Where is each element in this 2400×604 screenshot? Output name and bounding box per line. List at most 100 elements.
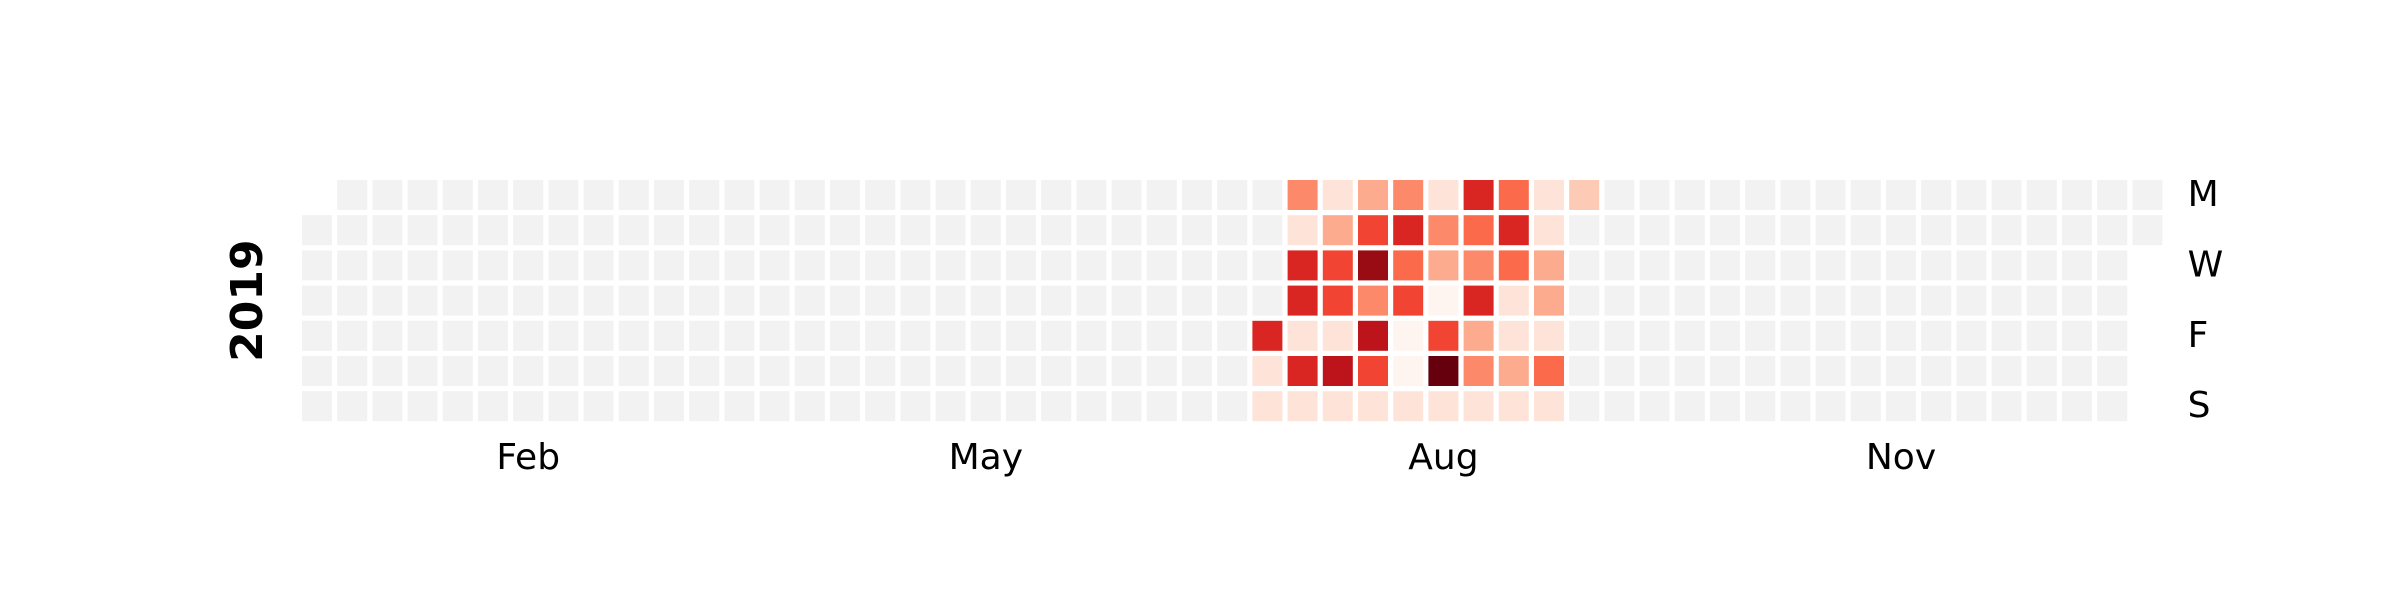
heatmap-cell bbox=[1463, 391, 1494, 422]
heatmap-cell bbox=[1815, 320, 1846, 351]
heatmap-cell bbox=[1322, 250, 1353, 281]
heatmap-cell bbox=[407, 215, 438, 246]
x-tick-label: Aug bbox=[1408, 437, 1478, 478]
heatmap-cell bbox=[1639, 250, 1670, 281]
heatmap-cell bbox=[1780, 285, 1811, 316]
heatmap-cell bbox=[1569, 356, 1600, 386]
heatmap-cell bbox=[1428, 320, 1459, 351]
heatmap-cell bbox=[970, 215, 1001, 246]
heatmap-cell bbox=[2097, 215, 2128, 246]
y-tick-label: W bbox=[2188, 244, 2224, 285]
heatmap-cell bbox=[689, 391, 720, 422]
heatmap-cell bbox=[865, 320, 896, 351]
heatmap-cell bbox=[1076, 356, 1107, 386]
heatmap-cell bbox=[1604, 215, 1635, 246]
heatmap-cell bbox=[1921, 285, 1952, 316]
heatmap-cell bbox=[1710, 180, 1740, 210]
heatmap-cell bbox=[1146, 356, 1177, 386]
heatmap-cell bbox=[1217, 391, 1248, 422]
heatmap-cell bbox=[548, 356, 579, 386]
heatmap-cell bbox=[970, 391, 1001, 422]
heatmap-cell bbox=[2062, 320, 2092, 351]
heatmap-cell bbox=[1217, 285, 1248, 316]
heatmap-cell bbox=[1780, 320, 1811, 351]
heatmap-cell bbox=[865, 356, 896, 386]
heatmap-cell bbox=[1182, 391, 1212, 422]
heatmap-cell bbox=[1921, 356, 1952, 386]
heatmap-cell bbox=[1534, 391, 1564, 422]
heatmap-cell bbox=[724, 180, 755, 210]
heatmap-cell bbox=[302, 320, 332, 351]
heatmap-cell bbox=[407, 391, 438, 422]
heatmap-cell bbox=[583, 215, 614, 246]
heatmap-cell bbox=[865, 285, 896, 316]
heatmap-cell bbox=[1006, 356, 1036, 386]
x-tick-label: Nov bbox=[1866, 437, 1936, 478]
year-label: 2019 bbox=[222, 239, 273, 361]
heatmap-cell bbox=[830, 215, 860, 246]
heatmap-cell bbox=[1076, 320, 1107, 351]
heatmap-cell bbox=[1498, 356, 1529, 386]
heatmap-cell bbox=[337, 180, 368, 210]
heatmap-cell bbox=[1393, 180, 1424, 210]
heatmap-cell bbox=[337, 285, 368, 316]
heatmap-cell bbox=[759, 320, 790, 351]
heatmap-cell bbox=[337, 391, 368, 422]
heatmap-cell bbox=[1463, 215, 1494, 246]
heatmap-cell bbox=[970, 250, 1001, 281]
heatmap-cell bbox=[1780, 180, 1811, 210]
heatmap-cell bbox=[2026, 391, 2057, 422]
heatmap-cell bbox=[1393, 285, 1424, 316]
heatmap-cell bbox=[1710, 320, 1740, 351]
heatmap-cell bbox=[1815, 391, 1846, 422]
heatmap-cell bbox=[1076, 215, 1107, 246]
heatmap-cell bbox=[1006, 215, 1036, 246]
heatmap-cell bbox=[1534, 320, 1564, 351]
heatmap-cell bbox=[1604, 285, 1635, 316]
heatmap-cell bbox=[1604, 320, 1635, 351]
heatmap-cell bbox=[1111, 391, 1142, 422]
heatmap-cell bbox=[1850, 180, 1881, 210]
heatmap-cell bbox=[372, 180, 403, 210]
heatmap-cell bbox=[794, 391, 825, 422]
heatmap-cell bbox=[724, 250, 755, 281]
heatmap-cell bbox=[2062, 285, 2092, 316]
heatmap-cell bbox=[1146, 250, 1177, 281]
heatmap-cell bbox=[2026, 285, 2057, 316]
heatmap-cell bbox=[1534, 285, 1564, 316]
heatmap-cell bbox=[618, 180, 649, 210]
heatmap-cell bbox=[1463, 356, 1494, 386]
heatmap-cell bbox=[1111, 180, 1142, 210]
heatmap-cell bbox=[689, 285, 720, 316]
heatmap-cell bbox=[1111, 215, 1142, 246]
heatmap-cell bbox=[548, 320, 579, 351]
heatmap-cell bbox=[2062, 391, 2092, 422]
heatmap-cell bbox=[583, 180, 614, 210]
heatmap-cell bbox=[302, 215, 332, 246]
heatmap-cell bbox=[970, 285, 1001, 316]
heatmap-cell bbox=[830, 391, 860, 422]
heatmap-cell bbox=[618, 356, 649, 386]
heatmap-cell bbox=[935, 391, 966, 422]
heatmap-cell bbox=[1287, 250, 1318, 281]
heatmap-cell bbox=[1780, 250, 1811, 281]
heatmap-cell bbox=[372, 320, 403, 351]
heatmap-cell bbox=[654, 250, 684, 281]
heatmap-cell bbox=[1991, 180, 2022, 210]
heatmap-cell bbox=[548, 391, 579, 422]
heatmap-cell bbox=[337, 320, 368, 351]
heatmap-cell bbox=[337, 215, 368, 246]
heatmap-cell bbox=[1674, 215, 1705, 246]
heatmap-cell bbox=[1921, 215, 1952, 246]
heatmap-cell bbox=[478, 285, 508, 316]
heatmap-cell bbox=[900, 285, 931, 316]
heatmap-cell bbox=[1921, 391, 1952, 422]
heatmap-cell bbox=[1569, 180, 1600, 210]
heatmap-cell bbox=[654, 180, 684, 210]
heatmap-cell bbox=[1569, 320, 1600, 351]
heatmap-cell bbox=[1745, 320, 1776, 351]
heatmap-cell bbox=[618, 285, 649, 316]
heatmap-cell bbox=[1850, 285, 1881, 316]
heatmap-cell bbox=[372, 215, 403, 246]
